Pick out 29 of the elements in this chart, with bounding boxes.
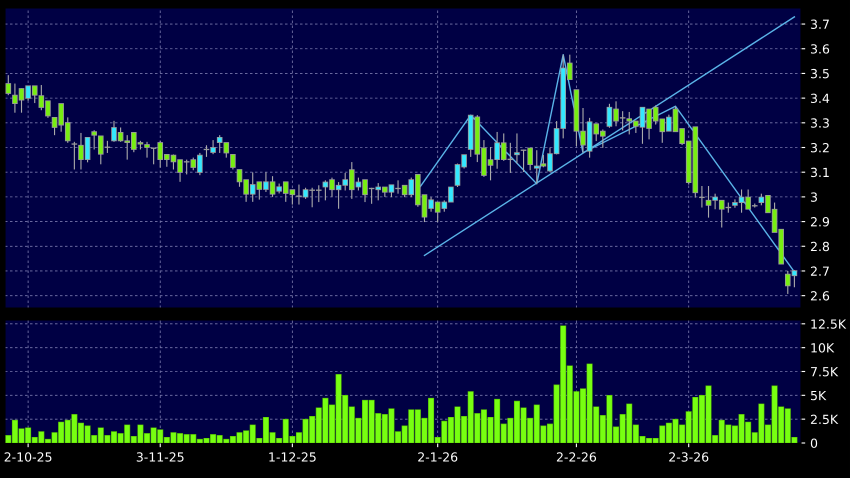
x-tick-label: 2-10-25 <box>4 452 52 462</box>
y-tick-label: 12.5K <box>811 319 846 329</box>
y-tick-label: 0 <box>810 438 818 448</box>
candlestick <box>230 154 236 170</box>
candlestick <box>514 132 520 164</box>
y-tick-label: 3.6 <box>810 44 830 54</box>
candlestick <box>699 185 705 208</box>
y-tick-label: 2.6 <box>810 291 830 301</box>
x-tick-label: 2-2-26 <box>556 452 596 462</box>
y-tick-label: 3.4 <box>810 94 830 104</box>
y-tick-label: 2.9 <box>810 217 830 227</box>
y-tick-label: 3.3 <box>810 118 829 128</box>
y-tick-label: 5K <box>810 390 826 400</box>
x-tick-label: 2-3-26 <box>669 452 708 462</box>
y-tick-label: 7.5K <box>811 367 838 376</box>
y-tick-label: 3.7 <box>810 20 829 29</box>
y-tick-label: 2.5K <box>810 414 838 424</box>
x-tick-label: 2-1-26 <box>418 452 458 462</box>
x-tick-label: 3-11-25 <box>136 452 184 462</box>
y-tick-label: 3 <box>810 192 817 202</box>
y-tick-label: 2.8 <box>810 242 830 252</box>
y-tick-label: 3.5 <box>810 68 829 78</box>
y-tick-label: 10K <box>811 343 834 353</box>
y-tick-label: 2.7 <box>810 266 829 276</box>
y-tick-label: 3.1 <box>810 168 829 178</box>
x-tick-label: 1-12-25 <box>269 452 316 462</box>
candlestick <box>6 74 12 96</box>
candlestick <box>91 130 97 150</box>
y-tick-label: 3.2 <box>810 142 829 152</box>
